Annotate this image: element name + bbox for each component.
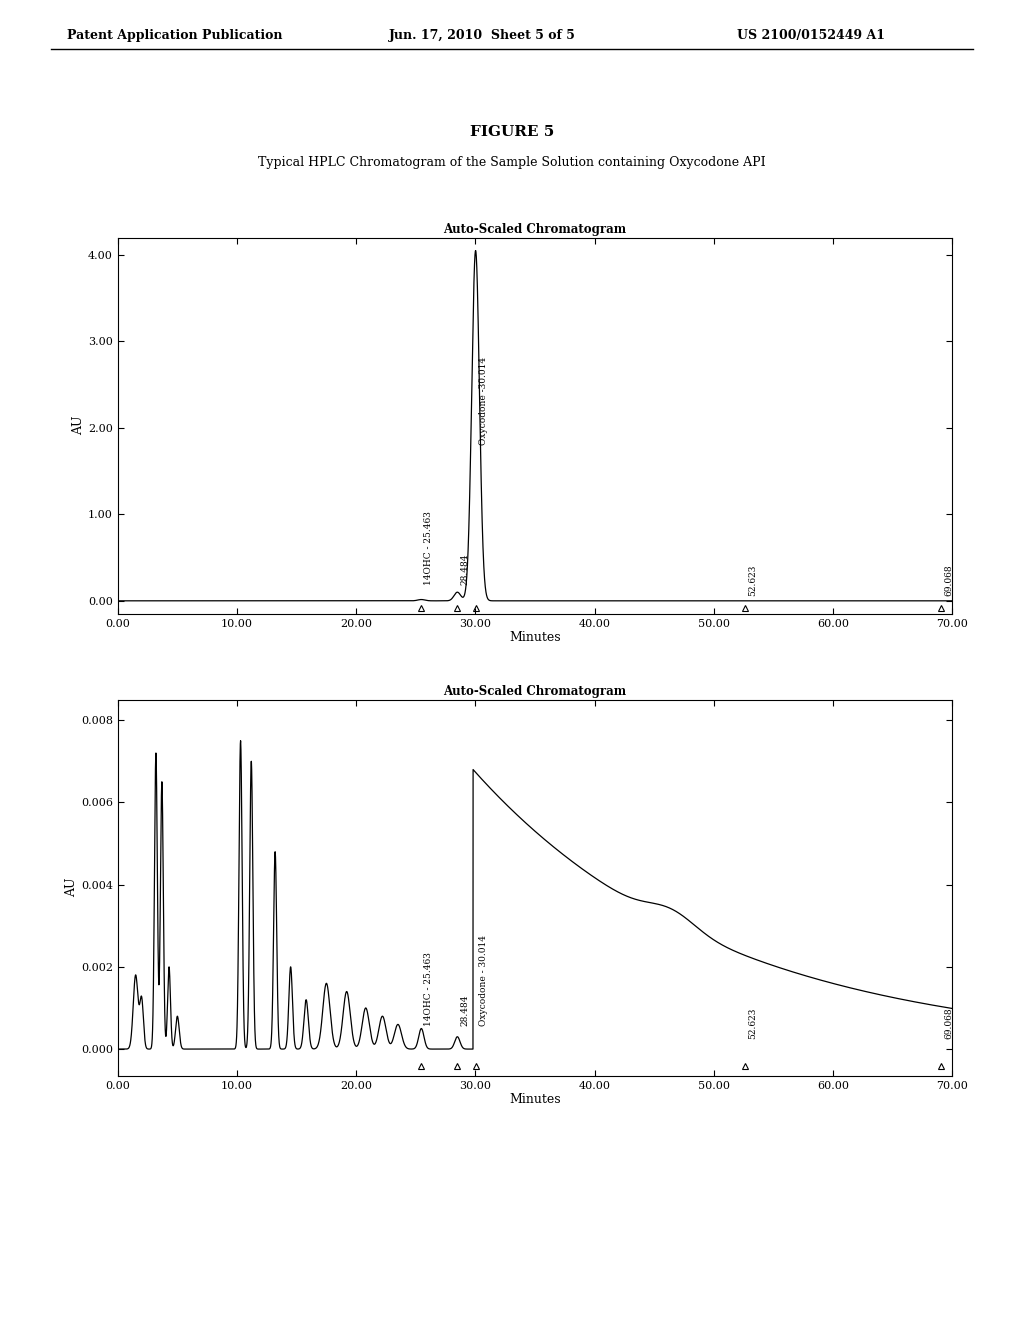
X-axis label: Minutes: Minutes (509, 631, 561, 644)
Title: Auto-Scaled Chromatogram: Auto-Scaled Chromatogram (443, 223, 627, 236)
Text: Patent Application Publication: Patent Application Publication (67, 29, 282, 42)
Text: 69.068: 69.068 (944, 1007, 953, 1039)
Text: 52.623: 52.623 (749, 564, 757, 595)
Y-axis label: AU: AU (66, 878, 78, 898)
Text: 69.068: 69.068 (944, 564, 953, 595)
Text: Jun. 17, 2010  Sheet 5 of 5: Jun. 17, 2010 Sheet 5 of 5 (389, 29, 575, 42)
Y-axis label: AU: AU (73, 416, 85, 436)
Text: 14OHC - 25.463: 14OHC - 25.463 (424, 511, 433, 585)
Text: FIGURE 5: FIGURE 5 (470, 125, 554, 140)
Text: 14OHC - 25.463: 14OHC - 25.463 (424, 953, 433, 1027)
Text: Typical HPLC Chromatogram of the Sample Solution containing Oxycodone API: Typical HPLC Chromatogram of the Sample … (258, 156, 766, 169)
Title: Auto-Scaled Chromatogram: Auto-Scaled Chromatogram (443, 685, 627, 698)
Text: 52.623: 52.623 (749, 1007, 757, 1039)
Text: Oxycodone - 30.014: Oxycodone - 30.014 (478, 936, 487, 1027)
Text: Oxycodone -30.014: Oxycodone -30.014 (478, 356, 487, 445)
Text: 28.484: 28.484 (461, 554, 469, 585)
Text: US 2100/0152449 A1: US 2100/0152449 A1 (737, 29, 886, 42)
X-axis label: Minutes: Minutes (509, 1093, 561, 1106)
Text: 28.484: 28.484 (461, 995, 469, 1027)
